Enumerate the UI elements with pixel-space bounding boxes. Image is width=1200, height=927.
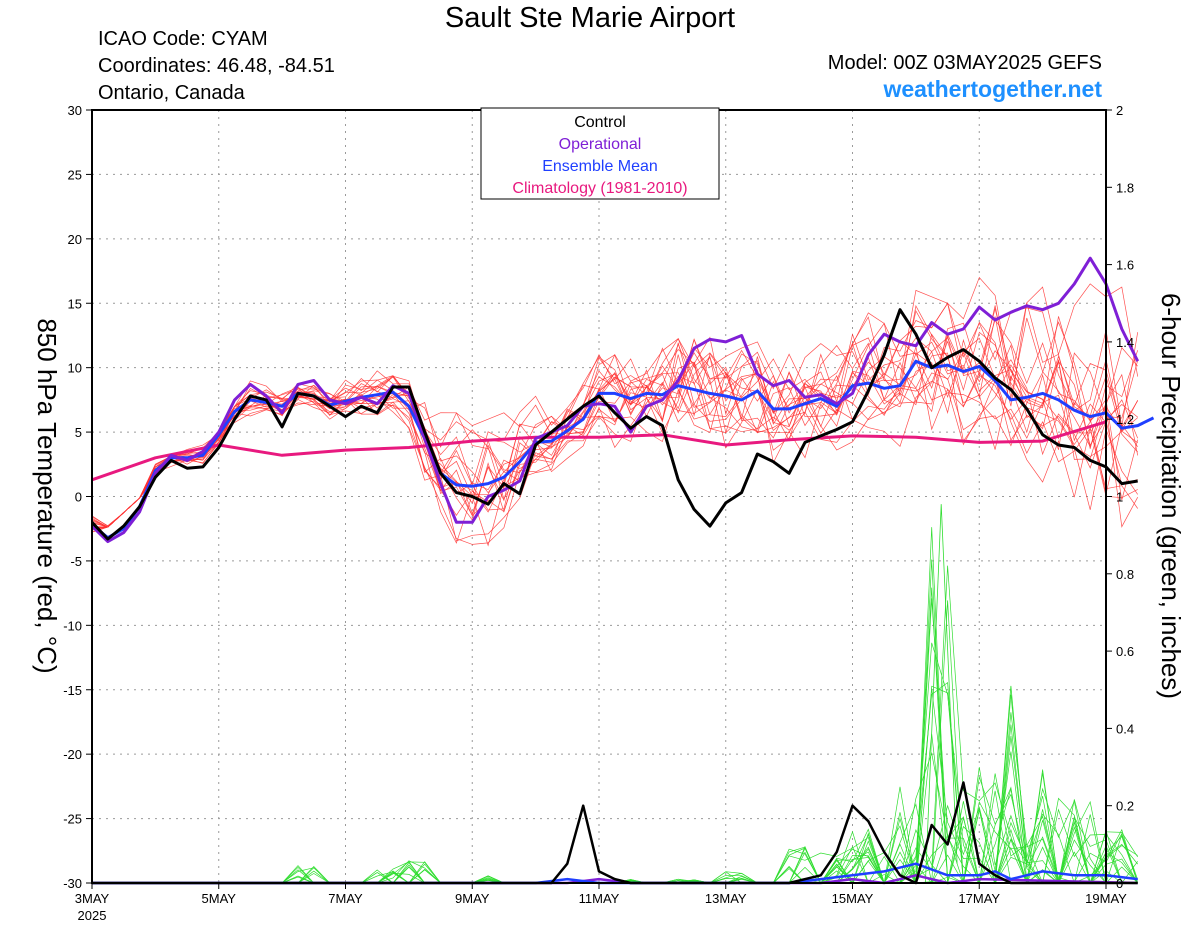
operational-precipitation-line <box>92 874 1138 885</box>
precip-member-line <box>92 527 1139 884</box>
left-tick-label: -10 <box>63 618 82 633</box>
precip-member-line <box>92 712 1139 884</box>
left-tick-label: -5 <box>70 554 82 569</box>
left-tick-label: 10 <box>68 361 82 376</box>
temp-member-line <box>91 304 1139 528</box>
right-tick-label: 1.4 <box>1116 335 1134 350</box>
right-tick-label: 1.6 <box>1116 258 1134 273</box>
legend-climatology: Climatology (1981-2010) <box>512 180 687 197</box>
right-axis-ticks: 2 1.8 1.6 1.4 1.2 1 0.8 0.6 0.4 0.2 0 <box>1106 103 1134 891</box>
precip-member-spike <box>994 685 1028 884</box>
x-tick-label: 19MAY <box>1085 891 1127 906</box>
left-tick-label: 30 <box>68 103 82 118</box>
left-axis-label: 850 hPa Temperature (red, °C) <box>32 318 62 673</box>
left-tick-label: 5 <box>75 425 82 440</box>
left-tick-label: 25 <box>68 167 82 182</box>
left-tick-label: -15 <box>63 683 82 698</box>
right-tick-label: 0 <box>1116 876 1123 891</box>
legend: Control Operational Ensemble Mean Climat… <box>480 107 720 200</box>
right-tick-label: 1.8 <box>1116 180 1134 195</box>
precip-member-line <box>92 786 1138 885</box>
temp-member-line <box>91 310 1139 528</box>
climatology-1981-2010-line <box>91 420 1107 482</box>
precip-member-line <box>92 565 1139 884</box>
x-tick-label: 17MAY <box>958 891 1000 906</box>
x-tick-year: 2025 <box>78 908 107 923</box>
left-tick-label: 15 <box>68 296 82 311</box>
x-tick-label: 7MAY <box>328 891 363 906</box>
left-tick-label: 0 <box>75 490 82 505</box>
left-axis-ticks: 30 25 20 15 10 5 0 -5 -10 -15 -20 -25 -30 <box>63 103 92 891</box>
model-run: Model: 00Z 03MAY2025 GEFS <box>827 52 1102 74</box>
website-link[interactable]: weathertogether.net <box>883 76 1102 102</box>
precip-member-line <box>92 685 1138 884</box>
temp-member-line <box>91 286 1139 529</box>
legend-ensemble-mean: Ensemble Mean <box>542 158 658 175</box>
right-tick-label: 1.2 <box>1116 412 1134 427</box>
x-tick-label: 9MAY <box>455 891 490 906</box>
precip-member-line <box>92 688 1138 885</box>
control-line <box>90 308 1138 541</box>
x-axis-ticks: 3MAY 2025 5MAY 7MAY 9MAY 11MAY 13MAY 15MAY 17MAY… <box>75 883 1127 923</box>
right-tick-label: 0.2 <box>1116 799 1134 814</box>
left-tick-label: -20 <box>63 747 82 762</box>
right-tick-label: 0.6 <box>1116 644 1134 659</box>
left-tick-label: 20 <box>68 232 82 247</box>
legend-control: Control <box>574 114 626 131</box>
x-tick-label: 5MAY <box>202 891 237 906</box>
precip-member-line <box>92 598 1138 884</box>
icao-code: ICAO Code: CYAM <box>98 28 268 50</box>
right-tick-label: 2 <box>1116 103 1123 118</box>
location: Ontario, Canada <box>98 82 245 104</box>
precip-member-line <box>92 559 1138 885</box>
precip-member-spike <box>925 504 958 884</box>
x-tick-label: 13MAY <box>705 891 747 906</box>
control-precipitation-line <box>92 781 1138 885</box>
operational-line <box>90 256 1140 544</box>
coordinates: Coordinates: 46.48, -84.51 <box>98 55 335 77</box>
precip-member-line <box>92 600 1138 884</box>
x-tick-label: 15MAY <box>832 891 874 906</box>
precip-member-line <box>92 681 1138 884</box>
precip-member-line <box>92 724 1138 884</box>
precip-member-line <box>92 786 1138 884</box>
grid-lines <box>92 110 1106 883</box>
temp-member-line <box>91 305 1138 530</box>
temp-member-line <box>91 359 1139 527</box>
chart-title: Sault Ste Marie Airport <box>444 2 736 34</box>
left-tick-label: -25 <box>63 812 82 827</box>
right-tick-label: 0.4 <box>1116 721 1134 736</box>
right-tick-label: 0.8 <box>1116 567 1134 582</box>
legend-operational: Operational <box>559 136 642 153</box>
series-lines <box>90 256 1155 885</box>
left-tick-label: -30 <box>63 876 82 891</box>
temp-member-line <box>91 338 1138 528</box>
right-tick-label: 1 <box>1116 490 1123 505</box>
temp-member-line <box>91 331 1138 544</box>
precip-member-line <box>92 587 1139 884</box>
legend-frame <box>480 107 720 200</box>
ensemble-mean-precipitation-line <box>92 862 1138 885</box>
x-tick-label: 11MAY <box>579 891 620 906</box>
precip-member-line <box>92 772 1138 885</box>
right-axis-label: 6-hour Precipitation (green, inches) <box>1156 293 1186 699</box>
x-tick-label: 3MAY <box>75 891 110 906</box>
